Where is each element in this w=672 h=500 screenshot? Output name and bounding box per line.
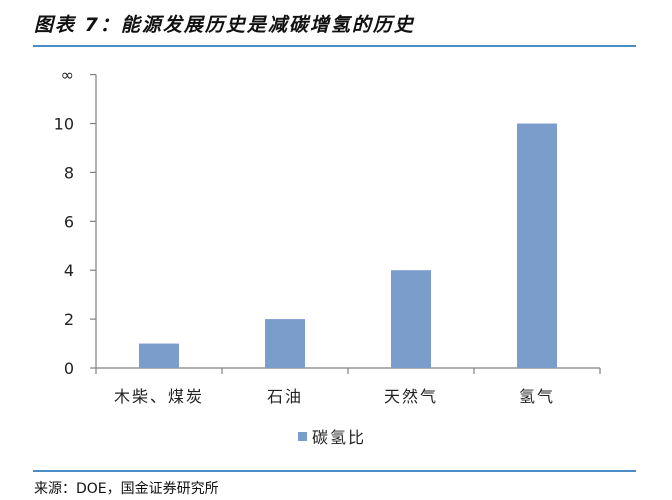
y-tick-label: 8: [64, 163, 74, 182]
x-category-label: 天然气: [384, 387, 438, 406]
bar-chart: 0 2 4 6 8 10 ∞ 木柴、煤炭 石油 天然气 氢气 碳氢比: [54, 66, 601, 447]
bar: [391, 270, 431, 368]
legend-swatch: [298, 432, 307, 441]
y-tick-label: 6: [64, 212, 74, 231]
legend: 碳氢比: [298, 428, 366, 447]
bar: [517, 123, 557, 368]
title-divider: [33, 45, 636, 47]
bar: [139, 343, 179, 368]
y-tick-label: 2: [64, 310, 74, 329]
y-tick-label: 4: [64, 261, 74, 280]
y-tick-label: 0: [64, 359, 74, 378]
x-category-label: 木柴、煤炭: [114, 387, 204, 406]
x-axis: 木柴、煤炭 石油 天然气 氢气: [95, 367, 601, 406]
legend-label: 碳氢比: [312, 428, 366, 447]
x-category-label: 石油: [267, 387, 303, 406]
y-tick-label: 10: [54, 115, 74, 134]
source-divider: [33, 470, 636, 472]
y-axis: 0 2 4 6 8 10 ∞: [54, 66, 97, 378]
bar: [265, 319, 305, 368]
x-category-label: 氢气: [519, 387, 555, 406]
bars: [139, 123, 557, 368]
y-tick-label: ∞: [61, 66, 74, 85]
source-note: 来源：DOE，国金证券研究所: [34, 481, 219, 497]
chart-title: 图表 7：能源发展历史是减碳增氢的历史: [34, 14, 415, 36]
